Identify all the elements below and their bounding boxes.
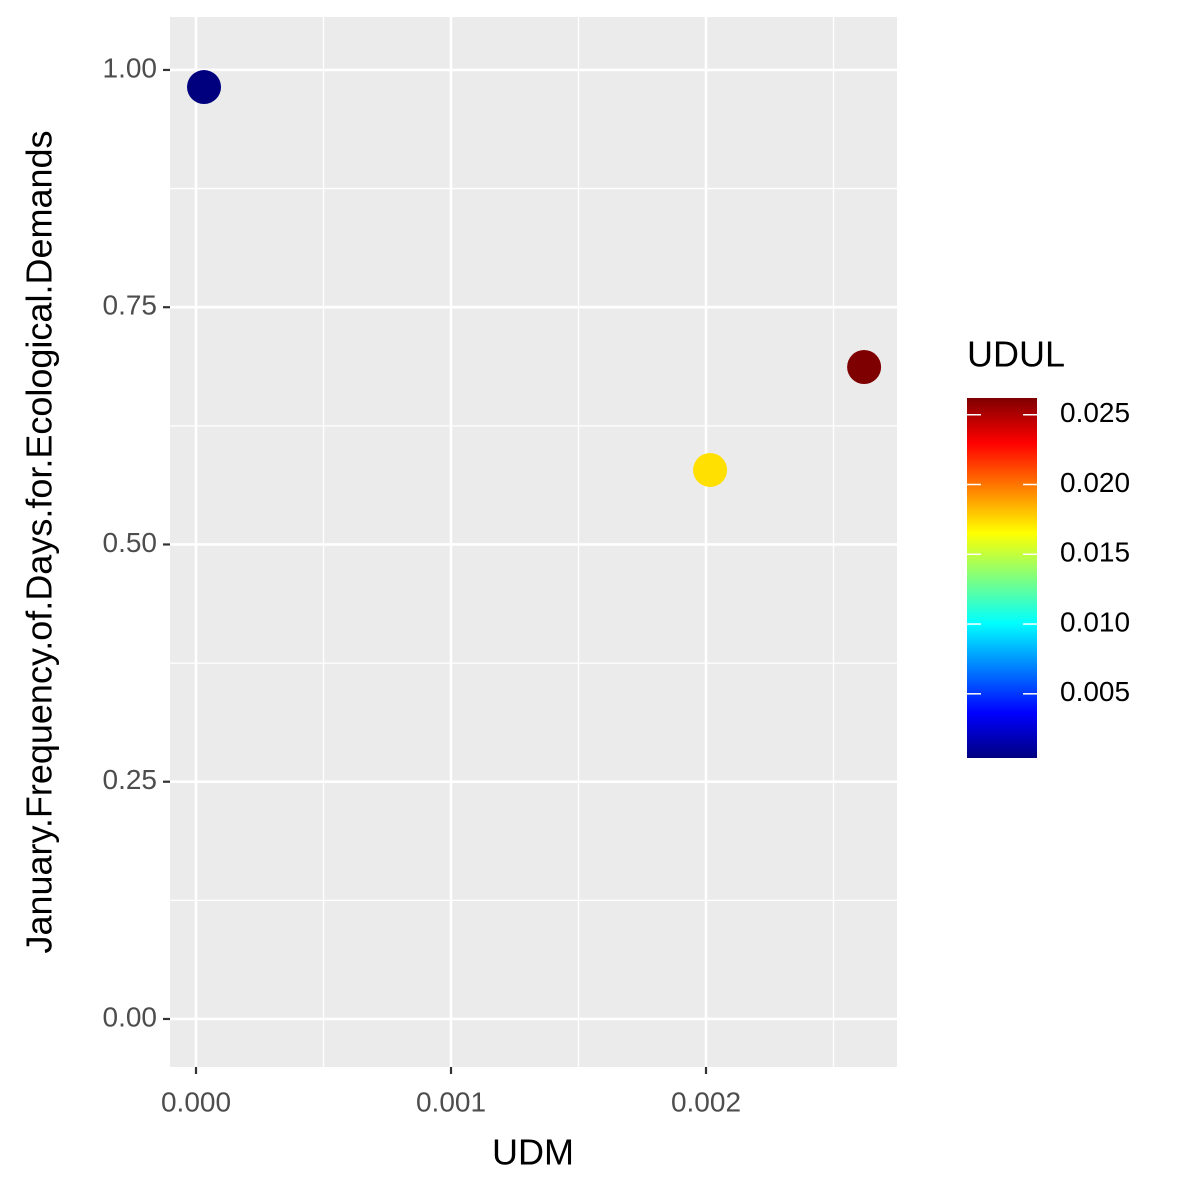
y-axis-title: January.Frequency.of.Days.for.Ecological… xyxy=(19,130,60,953)
y-tick-label: 1.00 xyxy=(103,52,158,83)
y-tick-label: 0.50 xyxy=(103,527,158,558)
x-tick-label: 0.002 xyxy=(671,1086,741,1117)
colorbar-label: 0.010 xyxy=(1060,606,1130,637)
colorbar-label: 0.025 xyxy=(1060,397,1130,428)
colorbar-label: 0.015 xyxy=(1060,537,1130,568)
legend-title: UDUL xyxy=(967,334,1065,375)
colorbar xyxy=(967,398,1037,758)
panel xyxy=(170,17,897,1067)
colorbar-label: 0.005 xyxy=(1060,676,1130,707)
x-tick-label: 0.000 xyxy=(161,1086,231,1117)
y-tick-label: 0.75 xyxy=(103,290,158,321)
y-tick-label: 0.00 xyxy=(103,1001,158,1032)
point xyxy=(847,350,882,384)
point xyxy=(693,452,728,487)
y-tick-label: 0.25 xyxy=(103,764,158,795)
x-tick-label: 0.001 xyxy=(416,1086,486,1117)
x-axis-title: UDM xyxy=(492,1132,574,1173)
point xyxy=(187,70,222,105)
colorbar-label: 0.020 xyxy=(1060,467,1130,498)
